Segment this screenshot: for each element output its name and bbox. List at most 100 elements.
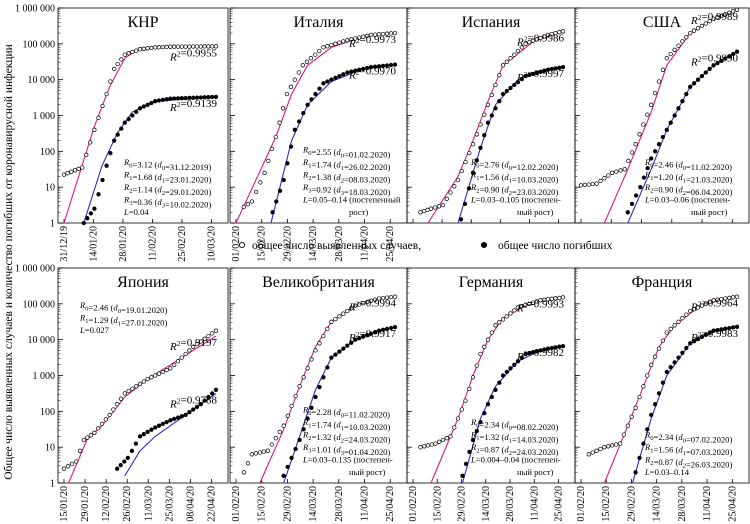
deaths-point [118,462,123,468]
deaths-point [160,97,165,103]
deaths-point [392,62,398,67]
deaths-point [672,360,677,365]
deaths-point [92,206,97,211]
cases-point [633,142,638,147]
cases-point [452,425,457,430]
r2-label: R2=0.9993 [516,298,564,314]
r2-label: R2=0.9955 [169,47,217,63]
deaths-point [372,64,378,69]
cases-point [372,297,378,302]
cases-point [586,182,591,187]
cases-point [437,439,442,444]
cases-point [126,51,131,56]
annotation-line: ный рост) [691,207,727,217]
cases-point [172,44,177,49]
panel-title: Германия [459,274,524,291]
cases-point [652,354,658,359]
cases-point [253,451,259,456]
annotation-line: ный рост) [517,467,553,477]
cases-point [88,433,94,438]
cases-point [69,169,74,174]
cases-point [463,159,468,165]
cases-point [337,40,342,45]
deaths-point [333,75,338,81]
deaths-point [489,394,494,400]
cases-point [273,436,278,441]
deaths-point [560,64,566,70]
cases-point [253,189,259,195]
cases-point [130,386,135,391]
cases-point [115,61,120,67]
deaths-point [723,56,728,61]
cases-point [122,391,127,396]
deaths-point [194,404,200,410]
cases-point [699,303,705,308]
r2-label: R2=0.9917 [348,328,396,344]
deaths-point [460,473,465,478]
cases-point [645,112,650,117]
cases-point [734,7,740,12]
annotation-line: R0=2.46 (d0=19.01.2020) [79,300,167,315]
cases-point [590,181,595,187]
cases-point [392,294,398,299]
x-tick-label: 14/03/20 [308,486,319,522]
x-tick-label: 01/02/20 [231,226,242,262]
y-tick-label: 10 000 [28,75,56,86]
cases-point [137,47,143,52]
cases-point [553,30,558,36]
cases-point [485,337,491,342]
cases-point [245,461,251,466]
cases-point [649,102,654,107]
deaths-point [270,210,275,215]
annotation-line: R0=2.76 (d0=12.02.2020) [470,157,558,172]
cases-point [392,30,398,36]
cases-point [134,384,139,389]
deaths-point [500,91,506,97]
cases-point [582,182,588,188]
cases-point [172,362,177,367]
deaths-point [530,350,536,355]
deaths-point [329,77,334,82]
deaths-point [489,113,494,118]
deaths-point [649,412,654,418]
deaths-point [85,216,90,221]
cases-point [345,38,350,43]
cases-point [594,181,599,186]
cases-point [527,301,532,306]
deaths-point [313,91,318,97]
cases-point [353,303,358,308]
deaths-point [633,470,638,475]
cases-point [519,45,524,50]
x-tick-label: 29/02/20 [457,486,468,522]
deaths-point [688,341,693,346]
cases-point [425,443,431,448]
deaths-point [361,66,366,72]
deaths-point [156,423,162,428]
deaths-point [160,421,165,427]
cases-point [341,311,346,316]
deaths-point [530,71,536,77]
deaths-point [365,65,370,71]
cases-point [349,37,354,42]
cases-point [727,295,732,301]
deaths-point [470,437,476,443]
cases-point [703,301,708,306]
cases-point [485,102,491,107]
deaths-point [504,369,509,375]
deaths-point [388,325,394,331]
deaths-point [664,127,669,132]
cases-point [730,9,736,14]
deaths-point [512,362,517,367]
cases-point [206,333,211,339]
cases-point [500,63,506,68]
cases-point [376,32,382,37]
cases-point [703,21,708,26]
deaths-point [482,133,487,138]
cases-point [641,384,646,389]
deaths-point [191,407,196,412]
cases-point [308,56,314,61]
cases-point [652,90,658,96]
deaths-point [115,132,120,137]
x-tick-label: 29/01/20 [80,486,91,522]
deaths-point [175,415,181,420]
